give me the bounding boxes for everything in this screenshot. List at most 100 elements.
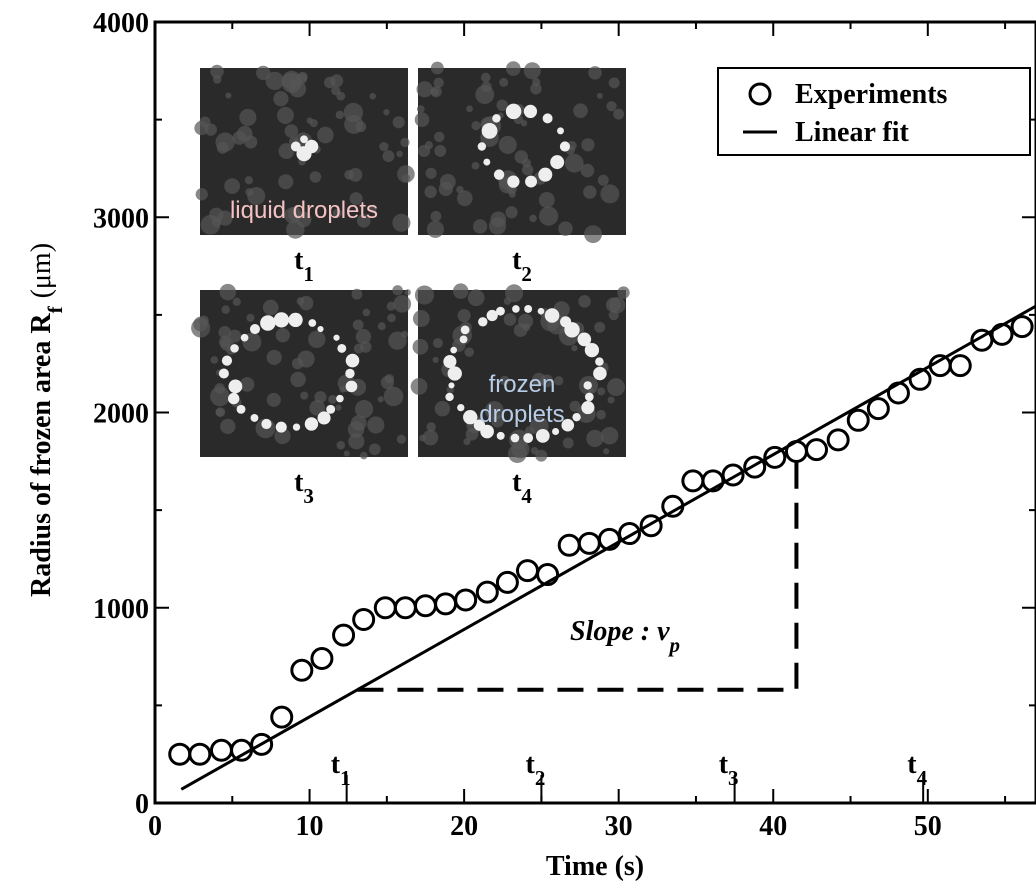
droplet [275, 328, 290, 343]
data-point [310, 647, 334, 671]
text-part: t [512, 245, 522, 276]
text-part: (μm) [26, 243, 57, 298]
slope-guide [357, 445, 799, 692]
text-part: t [331, 749, 341, 780]
y-tick-label: 2000 [93, 399, 149, 430]
frozen-droplet [292, 423, 301, 431]
x-tick-label: 50 [914, 811, 942, 842]
droplet [530, 82, 542, 95]
droplet [452, 283, 469, 299]
droplet [434, 131, 445, 143]
droplet [278, 174, 294, 190]
droplet [481, 81, 492, 93]
droplet [505, 284, 524, 303]
subscript: p [668, 633, 681, 657]
droplet [284, 124, 299, 138]
frozen-droplet [542, 113, 553, 124]
frozen-droplet [288, 312, 303, 328]
droplet [424, 185, 437, 199]
droplet [571, 345, 578, 352]
droplet [336, 91, 346, 101]
frozen-droplet [300, 135, 308, 144]
frozen-droplet [496, 306, 505, 316]
y-tick-label: 1000 [93, 594, 149, 625]
droplet [430, 87, 440, 97]
droplet [434, 400, 451, 417]
x-axis-label: Time (s) [546, 851, 644, 882]
droplet [191, 318, 211, 338]
text-part: t [525, 749, 535, 780]
droplet [412, 310, 430, 327]
droplet [266, 349, 282, 366]
droplet [464, 347, 475, 357]
droplet [236, 125, 253, 142]
droplet [430, 210, 442, 222]
droplet [377, 396, 384, 403]
droplet [580, 163, 595, 178]
droplet [588, 66, 602, 80]
droplet [496, 99, 508, 112]
droplet [586, 429, 604, 448]
droplet [323, 76, 336, 89]
droplet [600, 426, 619, 445]
droplet [218, 335, 231, 348]
droplet [383, 386, 404, 407]
droplet [434, 144, 447, 157]
frozen-droplet [525, 175, 537, 188]
droplet [498, 135, 517, 154]
droplet [608, 77, 620, 89]
frozen-droplet [544, 308, 560, 323]
droplet [499, 77, 509, 87]
frozen-droplet [581, 401, 595, 415]
data-point [373, 596, 397, 620]
frozen-droplet [240, 333, 249, 342]
droplet [273, 91, 289, 107]
frozen-droplet [304, 417, 319, 431]
droplet [401, 330, 409, 338]
time-marker-label: t4 [907, 749, 927, 790]
droplet [246, 313, 255, 322]
droplet [419, 434, 426, 442]
frozen-droplet [447, 366, 462, 381]
droplet [538, 206, 559, 226]
text-part: t [512, 467, 522, 498]
droplet [350, 415, 367, 431]
legend-label: Linear fit [795, 117, 909, 148]
time-marker-label: t1 [331, 749, 351, 790]
droplet [216, 141, 229, 154]
droplet [215, 407, 226, 418]
droplet [607, 378, 625, 397]
frozen-droplet [443, 355, 457, 369]
y-axis-label: Radius of frozen area Rf (μm) [26, 243, 67, 597]
droplet [393, 295, 412, 313]
data-point [332, 623, 356, 647]
droplet [336, 440, 346, 450]
droplet [266, 392, 281, 407]
x-tick-label: 10 [296, 811, 324, 842]
x-tick-label: 20 [450, 811, 478, 842]
droplet [569, 400, 581, 412]
droplet [466, 105, 473, 113]
droplet [353, 343, 364, 354]
droplet [309, 171, 322, 183]
data-point [209, 738, 233, 762]
frozen-droplet [510, 433, 520, 443]
frozen-droplet [308, 319, 317, 327]
data-point [270, 705, 294, 729]
inset-image [410, 283, 630, 463]
droplet [573, 103, 588, 118]
droplet [499, 375, 510, 386]
droplet [396, 434, 406, 444]
frozen-droplet [473, 419, 486, 431]
frozen-droplet [228, 392, 240, 405]
droplet [309, 400, 326, 416]
droplet [265, 71, 284, 91]
frozen-droplet [483, 158, 491, 166]
text-part: t [907, 749, 917, 780]
droplet [256, 65, 271, 81]
text-part: t [719, 749, 729, 780]
droplet [314, 391, 327, 404]
subscript: 2 [521, 262, 532, 286]
droplet [317, 126, 334, 144]
droplet [505, 206, 518, 219]
